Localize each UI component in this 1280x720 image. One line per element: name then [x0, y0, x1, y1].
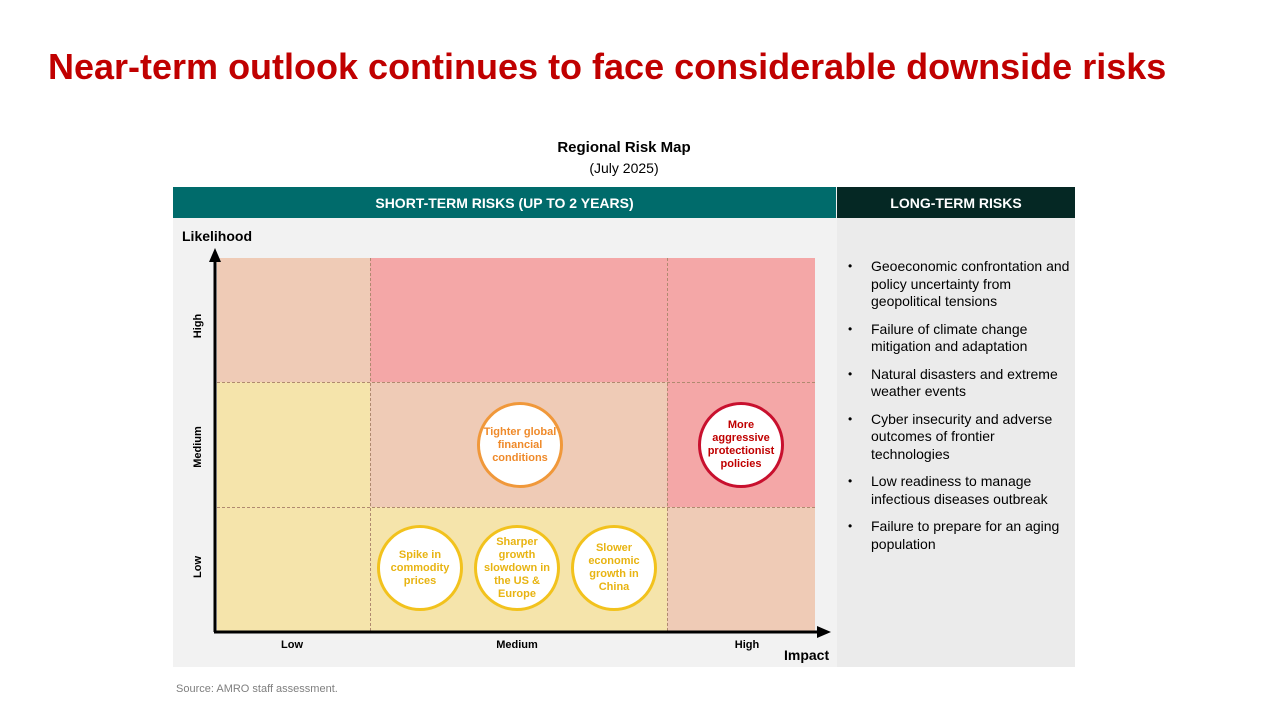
grid-divider [217, 382, 815, 383]
y-axis-title: Likelihood [182, 228, 252, 244]
zone-low-high [667, 507, 815, 631]
risk-bubble-financial-conditions: Tighter global financial conditions [477, 402, 563, 488]
long-term-panel [837, 218, 1075, 667]
list-item: • Failure of climate change mitigation an… [848, 320, 1028, 355]
list-item-text: Low readiness to manage infectious disea… [871, 473, 1048, 507]
x-tick-high: High [734, 639, 760, 651]
risk-bubble-label: Sharper growth slowdown in the US & Euro… [484, 535, 550, 600]
grid-divider [667, 258, 668, 631]
page-title: Near-term outlook continues to face cons… [48, 46, 1167, 87]
zone-high-medium [370, 258, 667, 382]
x-tick-medium: Medium [496, 639, 538, 651]
grid-divider [370, 258, 371, 631]
x-tick-low: Low [281, 639, 303, 651]
map-subtitle: (July 2025) [589, 160, 659, 176]
risk-bubble-china-growth: Slower economic growth in China [571, 525, 657, 611]
y-tick-medium: Medium [192, 426, 204, 468]
list-item: • Low readiness to manage infectious dise… [848, 473, 1048, 507]
zone-medium-low [217, 382, 370, 507]
long-term-risk-list: • Geoeconomic confrontation and policy un… [846, 258, 1071, 563]
risk-bubble-label: Slower economic growth in China [588, 542, 640, 593]
risk-bubble-commodity-prices: Spike in commodity prices [377, 525, 463, 611]
list-item: • Natural disasters and extreme weather e… [848, 365, 1058, 400]
risk-bubble-us-europe-slowdown: Sharper growth slowdown in the US & Euro… [474, 525, 560, 611]
zone-low-low [217, 507, 370, 631]
x-axis-title: Impact [784, 647, 830, 663]
y-tick-high: High [192, 313, 204, 339]
list-item: • Cyber insecurity and adverse outcomes o… [848, 410, 1053, 462]
list-item-text: Natural disasters and extreme weather ev… [871, 365, 1058, 400]
list-item-text: Cyber insecurity and adverse outcomes of… [871, 410, 1053, 462]
risk-bubble-label: Spike in commodity prices [390, 548, 450, 587]
map-title: Regional Risk Map [557, 139, 691, 156]
grid-divider [217, 507, 815, 508]
zone-high-high [667, 258, 815, 382]
list-item-text: Geoeconomic confrontation and policy unc… [871, 258, 1070, 309]
zone-high-low [217, 258, 370, 382]
list-item: • Geoeconomic confrontation and policy un… [848, 258, 1070, 309]
risk-bubble-label: More aggressive protectionist policies [707, 419, 775, 470]
list-item: • Failure to prepare for an aging populat… [848, 518, 1060, 552]
risk-bubble-label: Tighter global financial conditions [483, 425, 557, 464]
long-term-header: LONG-TERM RISKS [837, 187, 1075, 218]
source-note: Source: AMRO staff assessment. [176, 683, 338, 695]
list-item-text: Failure of climate change mitigation and… [871, 320, 1028, 355]
y-tick-low: Low [192, 556, 204, 578]
list-item-text: Failure to prepare for an aging populati… [871, 518, 1060, 552]
risk-bubble-protectionism: More aggressive protectionist policies [698, 402, 784, 488]
short-term-header: SHORT-TERM RISKS (UP TO 2 YEARS) [173, 187, 836, 218]
